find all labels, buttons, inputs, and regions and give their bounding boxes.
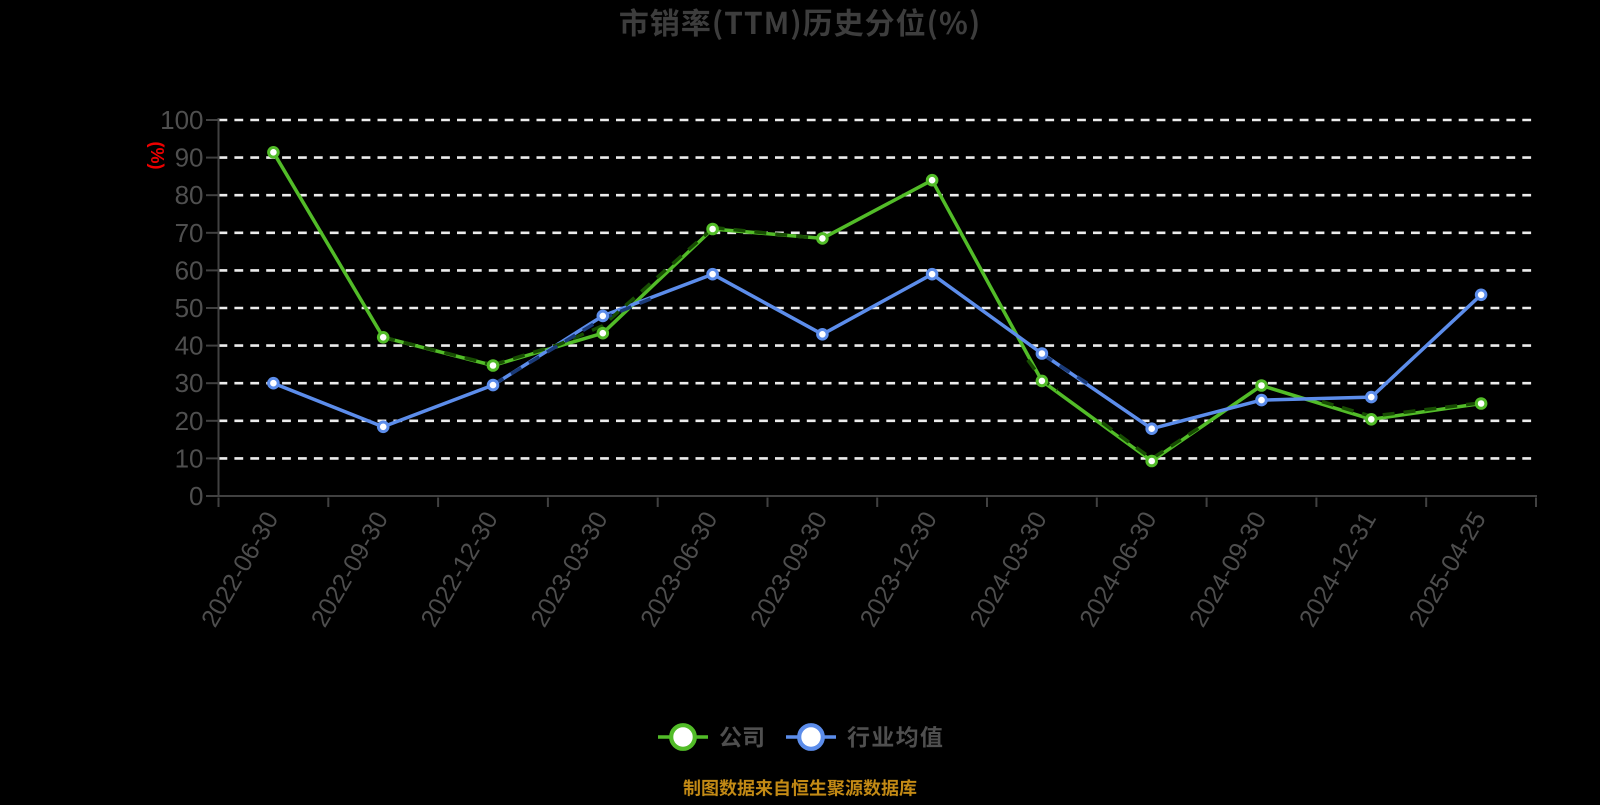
svg-text:70: 70 <box>175 218 204 248</box>
svg-text:50: 50 <box>175 293 204 323</box>
svg-text:100: 100 <box>160 105 203 135</box>
svg-text:(%): (%) <box>147 142 167 170</box>
svg-text:60: 60 <box>175 255 204 285</box>
svg-text:80: 80 <box>175 180 204 210</box>
svg-text:0: 0 <box>189 481 203 511</box>
svg-text:10: 10 <box>175 443 204 473</box>
svg-text:20: 20 <box>175 406 204 436</box>
svg-text:30: 30 <box>175 368 204 398</box>
svg-text:40: 40 <box>175 331 204 361</box>
svg-text:90: 90 <box>175 143 204 173</box>
